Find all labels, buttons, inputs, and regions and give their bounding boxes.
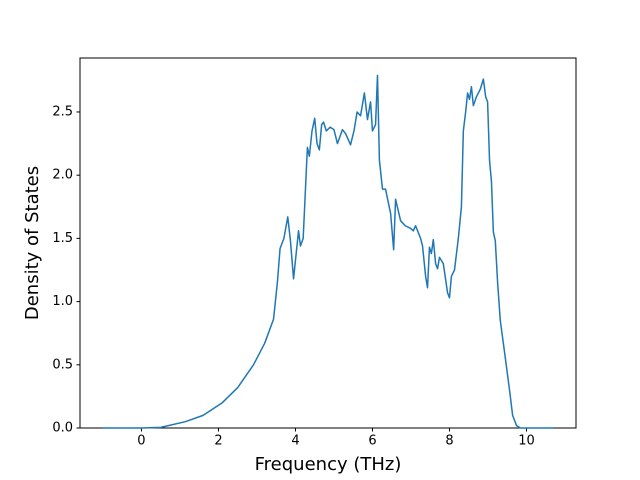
y-axis-label: Density of States: [22, 166, 43, 320]
y-tick-label: 0.5: [52, 357, 73, 372]
plot-frame: [79, 57, 577, 429]
y-tick-label: 0.0: [52, 421, 73, 436]
y-tick-label: 1.0: [52, 294, 73, 309]
x-tick-label: 4: [291, 434, 299, 449]
data-line: [102, 74, 554, 429]
x-tick-label: 2: [214, 434, 222, 449]
x-tick-label: 0: [137, 434, 145, 449]
y-tick-label: 1.5: [52, 231, 73, 246]
x-tick-label: 8: [445, 434, 453, 449]
y-tick-label: 2.0: [52, 168, 73, 183]
x-axis-label: Frequency (THz): [255, 454, 402, 475]
y-tick-label: 2.5: [52, 104, 73, 119]
x-tick-label: 6: [368, 434, 376, 449]
x-tick-label: 10: [518, 434, 535, 449]
